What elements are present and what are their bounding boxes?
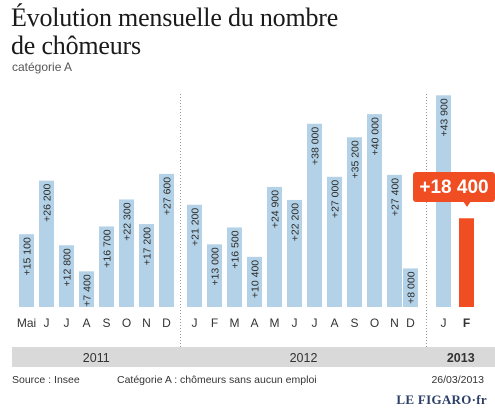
data-label: +27 400 <box>390 178 402 216</box>
callout-pointer <box>463 201 471 207</box>
data-label: +21 200 <box>190 208 202 246</box>
data-label: +16 700 <box>102 229 114 267</box>
bar <box>187 204 202 307</box>
data-label: +13 000 <box>210 247 222 285</box>
data-label: +40 000 <box>370 117 382 155</box>
data-label: +22 300 <box>122 202 134 240</box>
le-figaro-logo: LE FIGARO·fr <box>396 392 487 407</box>
month-label: J <box>441 316 447 330</box>
bar <box>19 234 34 307</box>
data-label: +35 200 <box>350 140 362 178</box>
highlight-callout <box>413 172 495 202</box>
year-label: 2013 <box>447 351 475 365</box>
month-label: J <box>64 316 70 330</box>
bar <box>347 137 362 307</box>
data-label: +38 000 <box>310 127 322 165</box>
data-label: +12 800 <box>62 248 74 286</box>
chart-title: Évolution mensuelle du nombre de chômeur… <box>11 4 431 60</box>
month-label: A <box>250 316 258 330</box>
data-label: +15 100 <box>22 237 34 275</box>
month-label: O <box>122 316 131 330</box>
data-label: +27 600 <box>162 177 174 215</box>
data-label: +10 400 <box>250 260 262 298</box>
month-label: D <box>406 316 415 330</box>
month-label: J <box>292 316 298 330</box>
data-label: +16 500 <box>230 230 242 268</box>
year-label: 2012 <box>290 351 318 365</box>
bar <box>267 186 282 307</box>
bar-highlight <box>459 218 474 307</box>
bar <box>159 173 174 307</box>
month-label: J <box>192 316 198 330</box>
highlight-label: +18 400 <box>419 177 488 198</box>
bar <box>387 174 402 307</box>
month-label: F <box>463 316 470 330</box>
month-label: J <box>44 316 50 330</box>
category-note: Catégorie A : chômeurs sans aucun emploi <box>117 374 317 386</box>
bar <box>79 271 94 307</box>
bar <box>327 176 342 307</box>
data-label: +43 900 <box>439 98 451 136</box>
bar <box>367 114 382 307</box>
bar <box>119 199 134 307</box>
chart-subtitle: catégorie A <box>12 60 73 74</box>
month-label: F <box>211 316 218 330</box>
month-label: A <box>82 316 90 330</box>
month-label: N <box>142 316 151 330</box>
month-label: D <box>162 316 171 330</box>
month-label: O <box>370 316 379 330</box>
data-label: +7 400 <box>82 274 94 307</box>
bar <box>287 199 302 307</box>
data-label: +26 200 <box>42 184 54 222</box>
month-label: S <box>102 316 110 330</box>
month-label: A <box>330 316 338 330</box>
month-label: Mai <box>17 316 36 330</box>
month-label: N <box>390 316 399 330</box>
bar <box>403 268 418 307</box>
bar <box>59 245 74 307</box>
publication-date: 26/03/2013 <box>431 374 484 386</box>
chart-title-line2: de chômeurs <box>11 31 141 60</box>
data-label: +27 000 <box>330 180 342 218</box>
data-label: +17 200 <box>142 227 154 265</box>
data-label: +8 000 <box>406 271 418 304</box>
bar <box>307 123 322 307</box>
data-label: +22 200 <box>290 203 302 241</box>
year-label: 2011 <box>83 351 110 365</box>
month-label: S <box>350 316 358 330</box>
source-note: Source : Insee <box>12 374 80 386</box>
bar <box>99 226 114 307</box>
bar <box>139 224 154 307</box>
chart-title-line1: Évolution mensuelle du nombre <box>11 3 339 32</box>
bar <box>207 244 222 307</box>
bar <box>247 256 262 307</box>
month-label: J <box>312 316 318 330</box>
year-band <box>12 347 495 367</box>
bar <box>39 180 54 307</box>
bar <box>227 227 242 307</box>
month-label: M <box>230 316 240 330</box>
month-label: M <box>270 316 280 330</box>
data-label: +24 900 <box>270 190 282 228</box>
